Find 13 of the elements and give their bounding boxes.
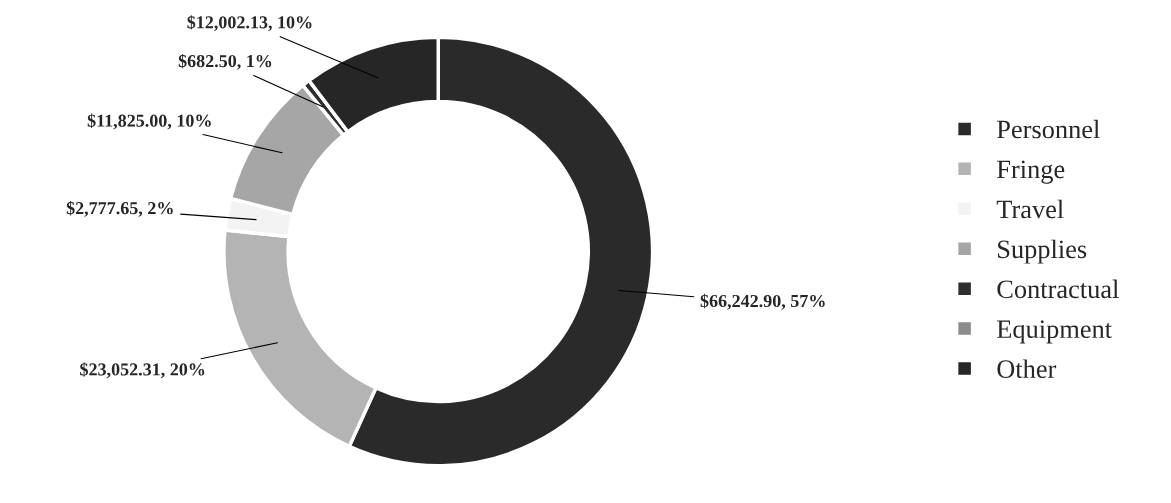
data-label: $11,825.00, 10%	[87, 113, 211, 130]
legend-label: Equipment	[997, 320, 1112, 344]
legend-label: Fringe	[997, 160, 1065, 184]
data-label: $2,777.65, 2%	[66, 200, 173, 217]
legend-label: Personnel	[997, 119, 1100, 139]
legend-label: Supplies	[998, 239, 1087, 264]
legend-label: Travel	[996, 199, 1064, 219]
data-label: $23,052.31, 20%	[80, 362, 205, 379]
legend-label: Contractual	[997, 279, 1119, 299]
data-label: $12,002.13, 10%	[187, 15, 312, 32]
data-label: $682.50, 1%	[178, 53, 272, 70]
data-label: $66,242.90, 57%	[700, 293, 825, 310]
legend-label: Other	[997, 359, 1057, 378]
